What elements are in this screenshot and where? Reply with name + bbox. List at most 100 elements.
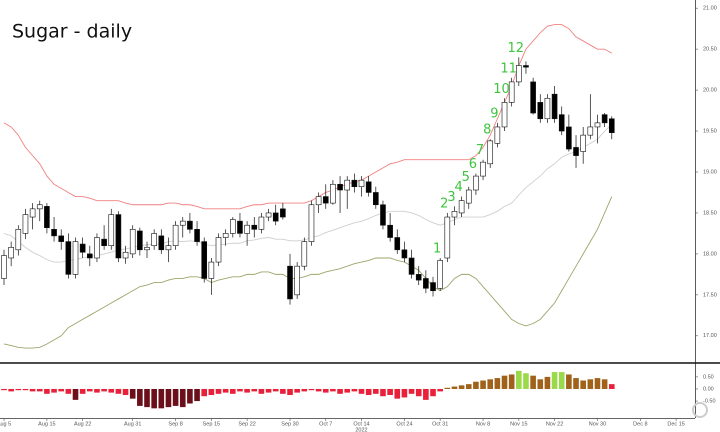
candle-body — [544, 97, 551, 120]
candle-body — [508, 81, 515, 103]
histogram-bar — [137, 388, 143, 406]
x-tick-label: Nov 30 — [589, 421, 606, 427]
candle-body — [129, 229, 136, 255]
candle-body — [516, 65, 522, 83]
candle-body — [465, 189, 472, 204]
histogram-bar — [308, 388, 315, 391]
candle-body — [244, 224, 250, 234]
candle-body — [22, 214, 29, 234]
histogram-bar — [387, 388, 393, 396]
band-line — [3, 196, 613, 349]
histogram-bar — [415, 388, 422, 397]
annotation: 10 — [493, 82, 510, 97]
candle-body — [15, 229, 22, 251]
histogram-bar — [101, 388, 107, 392]
histogram-bar — [444, 387, 451, 389]
annotation: 4 — [454, 180, 462, 195]
candle-body — [473, 175, 479, 191]
y-tick-label: 18.50 — [703, 210, 717, 216]
candle-body — [458, 200, 465, 214]
candle-body — [330, 183, 336, 204]
histogram-bar — [122, 388, 129, 396]
histogram-bar — [551, 372, 558, 389]
histogram-bar — [22, 388, 29, 391]
x-tick-label: Sep 30 — [281, 421, 298, 427]
candle-body — [36, 204, 43, 210]
candle-body — [1, 255, 7, 279]
candle-body — [608, 118, 615, 133]
candle-body — [222, 233, 229, 238]
chart-title: Sugar - daily — [12, 21, 132, 43]
y-tick-label: 0.50 — [703, 374, 714, 380]
histogram-bar — [573, 378, 579, 389]
histogram-bar — [280, 388, 286, 394]
y-tick-label: 0.00 — [703, 386, 714, 392]
candle-body — [601, 114, 608, 124]
candle-body — [101, 238, 107, 247]
candle-body — [444, 216, 451, 259]
histogram-bar — [287, 388, 293, 396]
y-tick-label: 19.00 — [703, 169, 717, 175]
candle-body — [115, 214, 122, 259]
histogram-bar — [394, 388, 401, 399]
annotation: 1 — [433, 241, 441, 256]
candle-body — [587, 126, 594, 136]
candle-body — [287, 265, 293, 300]
candle-body — [351, 179, 358, 188]
candle-body — [301, 241, 308, 267]
candle-body — [165, 245, 172, 251]
candle-body — [79, 243, 86, 253]
candle-body — [208, 261, 215, 279]
candle-body — [251, 224, 258, 230]
candle-body — [194, 229, 200, 242]
candle-body — [179, 220, 186, 226]
candle-body — [272, 212, 279, 222]
candle-body — [8, 247, 14, 259]
candle-body — [308, 204, 315, 242]
histogram-bar — [237, 388, 243, 392]
histogram-bar — [8, 388, 14, 392]
histogram-bar — [294, 388, 300, 393]
candle-body — [365, 181, 372, 193]
histogram-bar — [437, 388, 443, 392]
histogram-bar — [65, 388, 72, 394]
candle-body — [558, 114, 565, 132]
annotation: 12 — [508, 41, 525, 56]
candle-body — [344, 179, 351, 191]
year-label: 2022 — [355, 427, 367, 432]
candle-body — [280, 208, 286, 218]
candle-body — [494, 126, 501, 144]
histogram-bar — [1, 388, 7, 391]
candle-body — [580, 134, 586, 152]
candle-body — [501, 102, 508, 128]
candle-body — [408, 257, 415, 275]
histogram-bar — [208, 388, 215, 396]
candle-body — [315, 196, 322, 206]
histogram-bar — [230, 388, 236, 394]
histogram-bar — [322, 388, 329, 393]
histogram-bar — [480, 380, 486, 389]
x-tick-label: Oct 14 — [353, 421, 369, 427]
histogram-bar — [151, 388, 157, 409]
candle-body — [44, 206, 50, 228]
candle-body — [551, 93, 558, 120]
candle-body — [566, 126, 572, 150]
histogram-bar — [108, 388, 115, 393]
candle-body — [58, 235, 65, 242]
candle-body — [108, 214, 115, 247]
histogram-bar — [330, 388, 336, 392]
histogram-bar — [158, 388, 165, 409]
histogram-bar — [244, 388, 250, 393]
histogram-bar — [544, 376, 551, 389]
candle-body — [387, 224, 393, 238]
candle-body — [537, 102, 544, 120]
candle-body — [94, 237, 100, 259]
candle-body — [187, 220, 193, 230]
histogram-bar — [172, 388, 179, 406]
candle-body — [201, 241, 208, 279]
x-tick-label: Oct 24 — [396, 421, 412, 427]
x-tick-label: Oct 7 — [319, 421, 332, 427]
